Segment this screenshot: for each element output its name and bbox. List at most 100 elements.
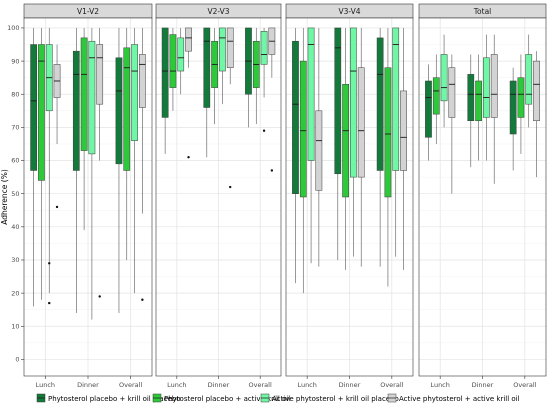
outlier-point	[141, 298, 144, 301]
y-tick-label: 20	[11, 289, 19, 297]
box-body	[123, 47, 131, 171]
box	[219, 27, 226, 105]
box-body	[448, 67, 456, 118]
facet-title: V3-V4	[338, 7, 360, 16]
x-tick-label: Lunch	[36, 381, 55, 389]
box	[448, 54, 456, 194]
box	[315, 27, 323, 267]
x-tick-label: Dinner	[339, 381, 361, 389]
box-body	[432, 77, 440, 115]
box	[123, 27, 131, 260]
box	[483, 34, 490, 161]
box-body	[260, 31, 268, 65]
y-tick-label: 90	[11, 57, 19, 65]
facet-panel: Total Lunch Dinner Overall	[418, 3, 547, 389]
x-tick-label: Overall	[119, 381, 142, 389]
box-body	[392, 27, 400, 171]
box	[292, 27, 299, 284]
box	[161, 27, 169, 154]
box-body	[226, 27, 234, 68]
box-body	[72, 50, 80, 171]
outlier-point	[262, 129, 266, 132]
box	[96, 27, 104, 298]
outlier-point	[48, 262, 51, 265]
box-body	[400, 90, 407, 171]
legend-item: Active phytosterol + krill oil placebo	[260, 393, 399, 403]
legend-item: Phytosterol placebo + active krill oil	[152, 393, 290, 403]
y-tick-label: 10	[11, 322, 19, 330]
box	[45, 27, 53, 305]
facet-panel: V2-V3 Lunch Dinner Overall	[155, 3, 282, 389]
box-body	[384, 67, 392, 198]
box	[440, 34, 448, 128]
box-body	[292, 40, 299, 194]
box	[342, 27, 349, 270]
box-body	[115, 57, 123, 165]
box-body	[161, 27, 169, 118]
facet-title: V2-V3	[207, 7, 229, 16]
box	[392, 27, 400, 257]
box-body	[177, 37, 185, 72]
box	[115, 27, 123, 314]
box	[177, 27, 185, 95]
box	[425, 64, 432, 161]
box-body	[139, 54, 146, 108]
x-tick-label: Lunch	[167, 381, 186, 389]
x-tick-label: Lunch	[430, 381, 449, 389]
box-body	[38, 44, 45, 181]
box-body	[533, 60, 540, 122]
box-body	[131, 44, 138, 141]
outlier-point	[55, 205, 59, 209]
legend-item: Phytosterol placebo + krill oil placebo	[36, 393, 181, 403]
panel-border	[418, 17, 547, 377]
facet-title: V1-V2	[77, 7, 99, 16]
box	[268, 27, 276, 172]
box	[307, 27, 315, 264]
legend-item: Active phytosterol + active krill oil	[387, 393, 520, 403]
box-body	[357, 67, 365, 178]
box	[169, 27, 177, 111]
x-tick-label: Dinner	[208, 381, 230, 389]
box-body	[425, 80, 432, 138]
box	[38, 27, 45, 300]
facet-title: Total	[473, 7, 492, 16]
box	[260, 27, 268, 132]
box	[131, 27, 138, 294]
box	[139, 27, 146, 301]
box	[211, 27, 218, 125]
legend-label: Active phytosterol + krill oil placebo	[272, 395, 399, 403]
box	[357, 27, 365, 267]
box-body	[219, 27, 226, 72]
box	[245, 27, 252, 128]
box	[490, 34, 498, 184]
box-body	[525, 54, 533, 105]
x-tick-label: Overall	[249, 381, 272, 389]
outlier-point	[98, 295, 101, 298]
y-tick-label: 50	[11, 190, 19, 198]
panel-border	[155, 17, 282, 377]
box-body	[350, 27, 357, 178]
outlier-point	[270, 169, 274, 172]
box	[509, 67, 517, 171]
box	[533, 51, 540, 178]
box	[376, 27, 384, 267]
box	[80, 27, 88, 231]
box	[252, 27, 260, 125]
facet-panel: V3-V4 Lunch Dinner Overall	[285, 3, 414, 389]
x-tick-label: Overall	[380, 381, 403, 389]
outlier-point	[48, 301, 51, 305]
box-body	[307, 27, 315, 161]
box-body	[342, 84, 349, 198]
y-axis-title: Adherence (%)	[0, 169, 9, 225]
outlier-point	[229, 185, 232, 189]
box-body	[203, 27, 211, 108]
box-body	[483, 57, 490, 118]
box-body	[509, 80, 517, 135]
y-tick-label: 100	[7, 24, 19, 32]
x-tick-label: Overall	[513, 381, 536, 389]
y-tick-label: 70	[11, 124, 19, 132]
box-body	[440, 54, 448, 102]
box-body	[30, 44, 37, 171]
box-body	[185, 27, 192, 52]
